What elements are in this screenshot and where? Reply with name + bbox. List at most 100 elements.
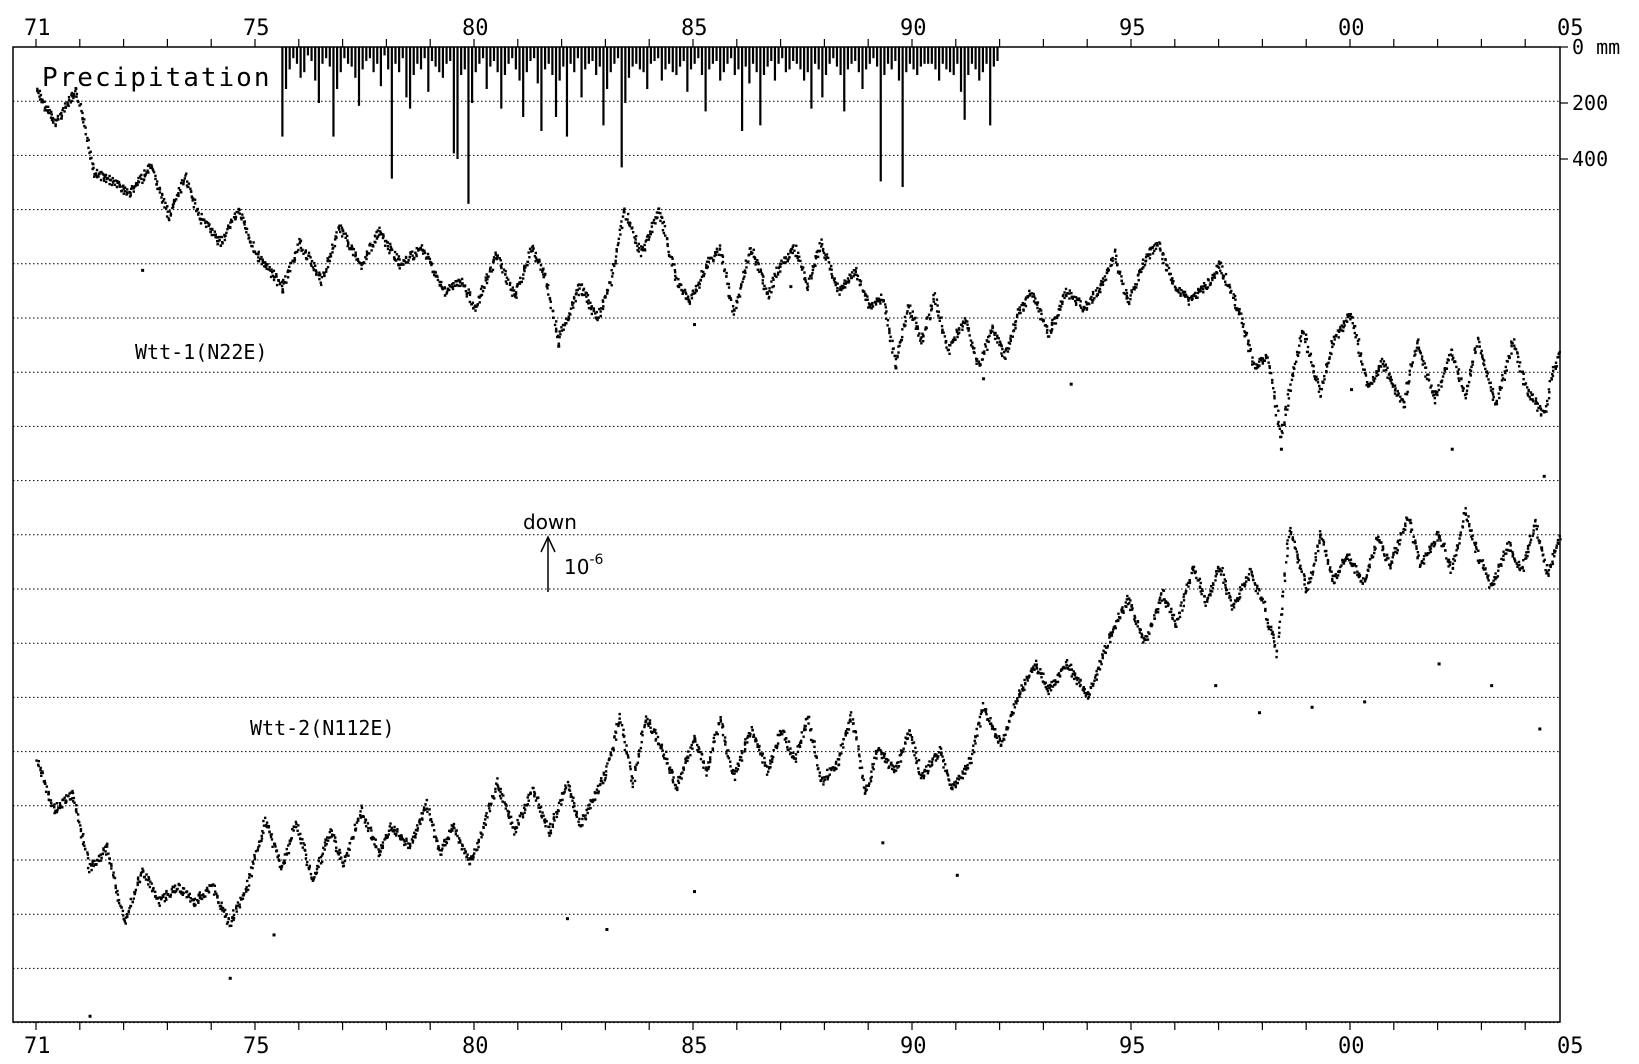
data-point <box>1532 393 1534 395</box>
data-point <box>918 332 920 334</box>
data-point <box>741 281 743 283</box>
data-point <box>810 274 812 276</box>
data-point <box>296 830 298 832</box>
data-point <box>474 309 476 311</box>
data-point <box>1034 297 1036 299</box>
data-point <box>758 749 760 751</box>
data-point <box>548 834 550 836</box>
data-point <box>1318 542 1320 544</box>
data-point <box>100 179 102 181</box>
precip-bar <box>409 47 411 109</box>
data-point <box>845 734 847 736</box>
data-point <box>1385 369 1387 371</box>
data-point <box>1071 675 1073 677</box>
data-point <box>46 785 48 787</box>
precip-bar <box>325 47 327 58</box>
data-point <box>1096 673 1098 675</box>
data-point <box>108 183 110 185</box>
data-point <box>1295 548 1297 550</box>
data-point <box>1226 588 1228 590</box>
data-point <box>315 273 317 275</box>
data-point <box>864 299 866 301</box>
data-point <box>1126 292 1128 294</box>
data-point <box>413 257 415 259</box>
data-point <box>1312 571 1314 573</box>
data-point <box>724 740 726 742</box>
data-point <box>338 849 340 851</box>
data-point <box>734 779 736 781</box>
data-point <box>1155 611 1157 613</box>
data-point <box>480 836 482 838</box>
data-point <box>1057 681 1059 683</box>
precip-bar <box>945 47 947 69</box>
data-point <box>1033 669 1035 671</box>
precip-bar <box>624 47 626 103</box>
data-point <box>1286 543 1288 545</box>
data-point <box>1025 305 1027 307</box>
data-point <box>1079 300 1081 302</box>
data-point <box>850 711 852 713</box>
precip-bar <box>606 47 608 89</box>
data-point <box>1252 575 1254 577</box>
precip-bar <box>413 47 415 75</box>
data-point <box>557 810 559 812</box>
data-point <box>802 736 804 738</box>
data-point <box>429 258 431 260</box>
data-point <box>42 772 44 774</box>
data-point <box>1164 259 1166 261</box>
data-point <box>1174 623 1176 625</box>
data-point <box>1477 550 1479 552</box>
data-point <box>1364 580 1366 582</box>
data-point <box>1510 345 1512 347</box>
data-point <box>1144 264 1146 266</box>
data-point <box>50 111 52 113</box>
data-point <box>1465 514 1467 516</box>
data-point <box>1107 645 1109 647</box>
precip-bar <box>573 47 575 72</box>
data-point <box>330 255 332 257</box>
data-point <box>922 340 924 342</box>
data-point <box>888 328 890 330</box>
data-point <box>522 273 524 275</box>
data-point <box>1342 330 1344 332</box>
data-point <box>1546 403 1548 405</box>
data-point <box>243 220 245 222</box>
precip-bar <box>380 47 382 86</box>
data-point <box>573 810 575 812</box>
data-point <box>1535 397 1537 399</box>
data-point <box>1427 552 1429 554</box>
data-point <box>1083 688 1085 690</box>
data-point <box>873 757 875 759</box>
precip-bar <box>737 47 739 69</box>
data-point <box>1357 352 1359 354</box>
data-point <box>1372 556 1374 558</box>
data-point <box>891 351 893 353</box>
data-point <box>810 277 812 279</box>
data-point <box>1273 397 1275 399</box>
data-point <box>637 762 639 764</box>
data-point <box>1524 383 1526 385</box>
data-point <box>1318 390 1320 392</box>
data-point <box>399 267 401 269</box>
data-point <box>128 191 130 193</box>
data-point <box>67 795 69 797</box>
data-point <box>515 831 517 833</box>
precip-bar <box>832 47 834 58</box>
data-point <box>741 752 743 754</box>
data-point <box>626 218 628 220</box>
data-point <box>1386 557 1388 559</box>
data-point <box>407 259 409 261</box>
data-point <box>1051 322 1053 324</box>
data-point <box>1478 341 1480 343</box>
precip-bar <box>591 47 593 61</box>
data-point <box>1268 626 1270 628</box>
data-point <box>789 747 791 749</box>
data-point <box>763 757 765 759</box>
data-point <box>481 294 483 296</box>
data-point <box>644 724 646 726</box>
data-point <box>523 812 525 814</box>
data-point <box>1462 387 1464 389</box>
data-point <box>340 856 342 858</box>
data-point <box>404 843 406 845</box>
